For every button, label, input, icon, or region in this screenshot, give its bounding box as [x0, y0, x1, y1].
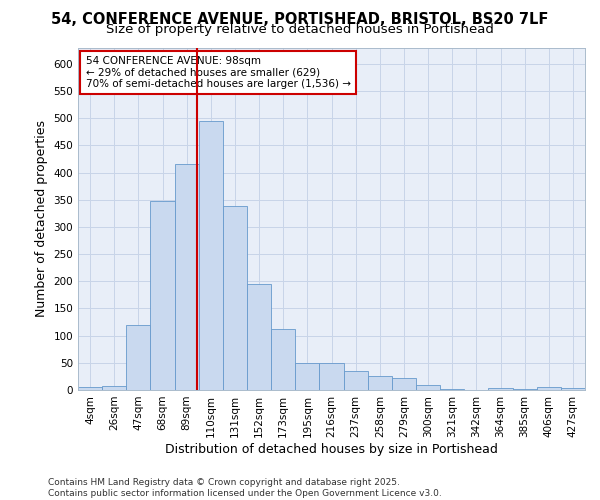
- Bar: [199, 121, 223, 390]
- Text: Size of property relative to detached houses in Portishead: Size of property relative to detached ho…: [106, 24, 494, 36]
- Bar: [126, 325, 151, 390]
- Bar: [78, 388, 102, 390]
- Bar: [512, 389, 537, 390]
- Bar: [561, 388, 585, 390]
- Bar: [344, 371, 368, 390]
- Bar: [151, 201, 175, 390]
- Bar: [488, 388, 512, 390]
- Bar: [392, 378, 416, 390]
- Bar: [440, 389, 464, 390]
- Text: 54 CONFERENCE AVENUE: 98sqm
← 29% of detached houses are smaller (629)
70% of se: 54 CONFERENCE AVENUE: 98sqm ← 29% of det…: [86, 56, 350, 90]
- Bar: [223, 206, 247, 390]
- Bar: [271, 328, 295, 390]
- Bar: [295, 363, 319, 390]
- Bar: [416, 384, 440, 390]
- Text: Contains HM Land Registry data © Crown copyright and database right 2025.
Contai: Contains HM Land Registry data © Crown c…: [48, 478, 442, 498]
- Bar: [102, 386, 126, 390]
- Bar: [368, 376, 392, 390]
- Bar: [537, 386, 561, 390]
- Bar: [319, 363, 344, 390]
- Bar: [175, 164, 199, 390]
- Y-axis label: Number of detached properties: Number of detached properties: [35, 120, 48, 318]
- Bar: [247, 284, 271, 390]
- X-axis label: Distribution of detached houses by size in Portishead: Distribution of detached houses by size …: [165, 442, 498, 456]
- Text: 54, CONFERENCE AVENUE, PORTISHEAD, BRISTOL, BS20 7LF: 54, CONFERENCE AVENUE, PORTISHEAD, BRIST…: [52, 12, 548, 28]
